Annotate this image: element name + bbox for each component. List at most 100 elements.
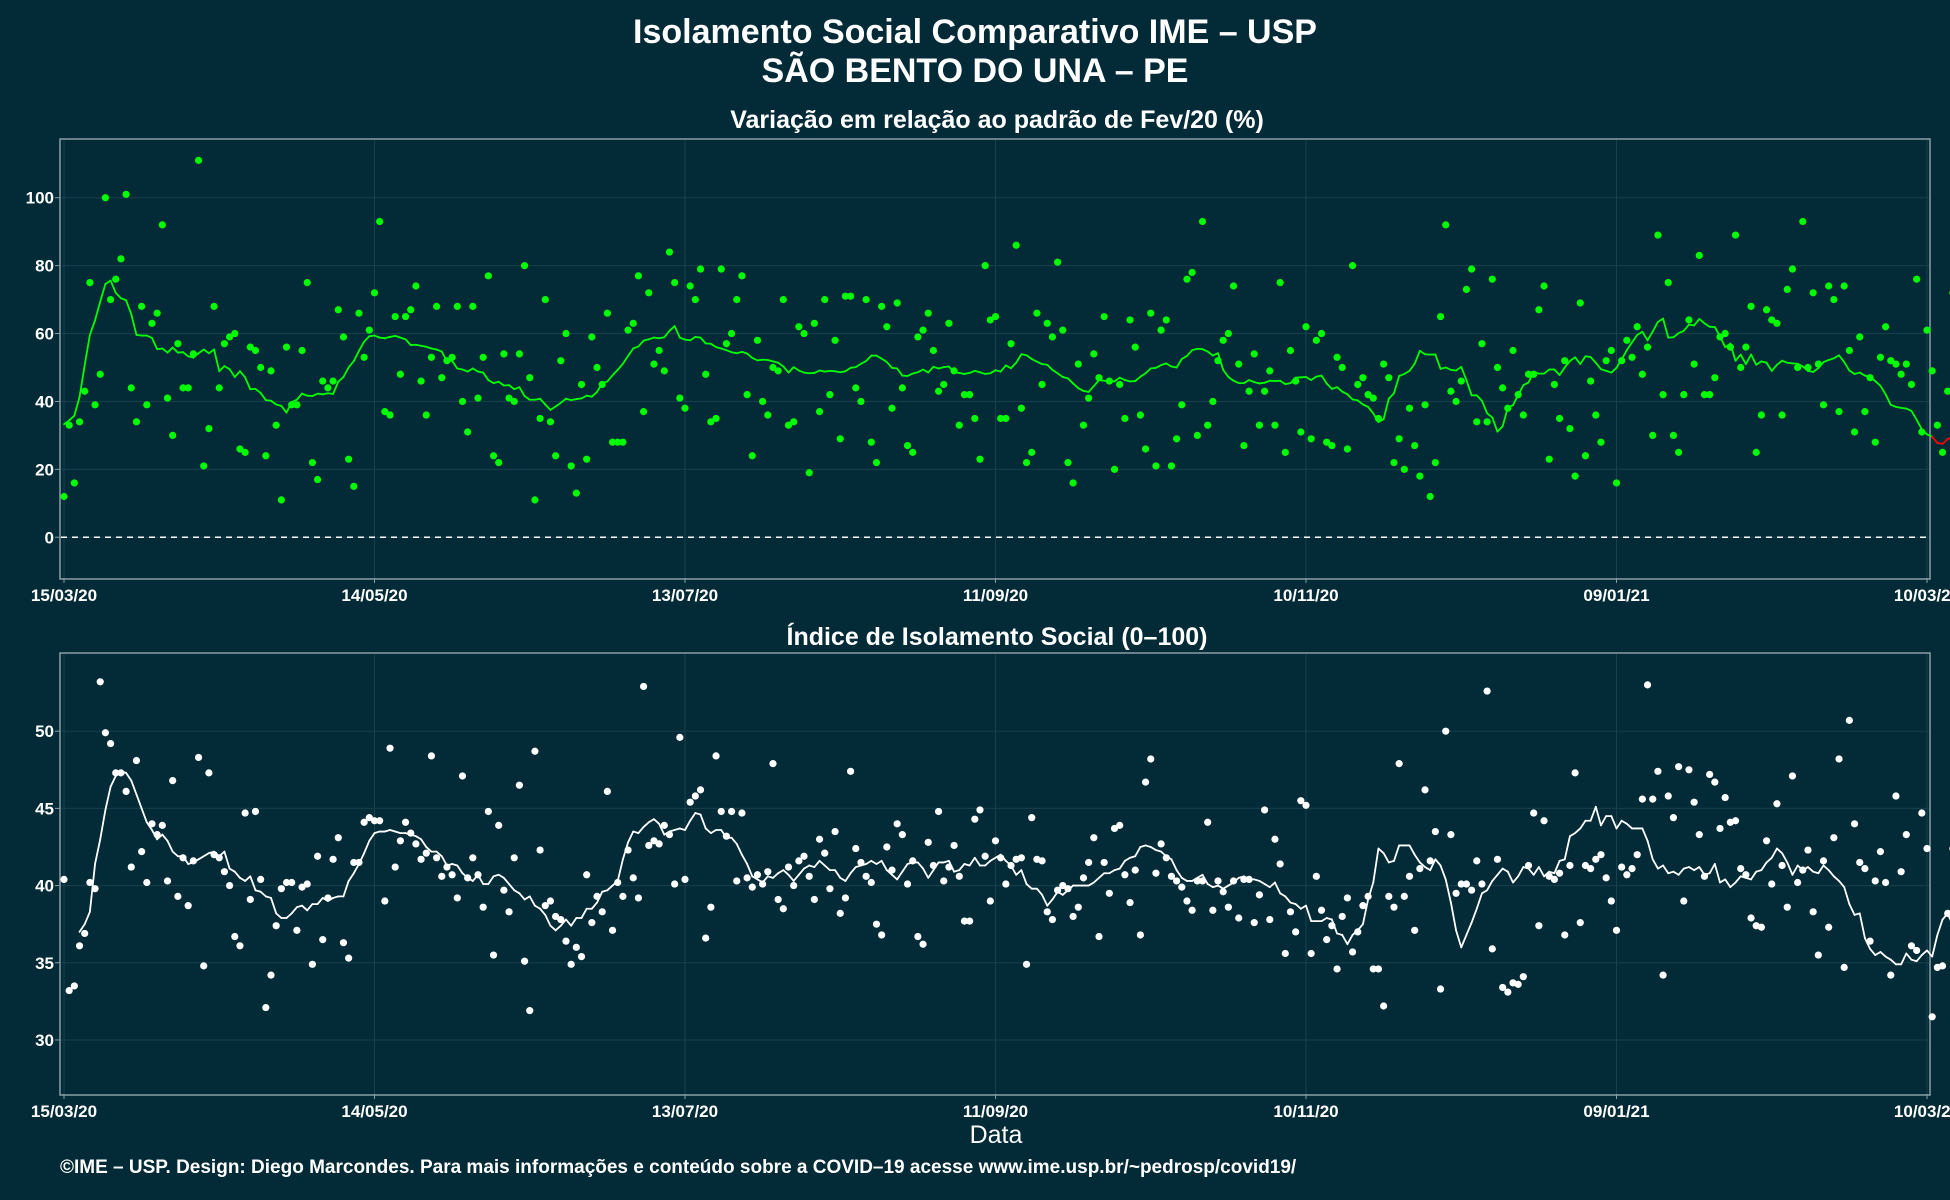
data-point	[288, 401, 296, 409]
data-point	[1354, 380, 1362, 389]
data-point	[200, 462, 208, 470]
data-point	[598, 380, 606, 389]
data-point	[355, 309, 363, 317]
data-point	[1887, 357, 1895, 365]
data-point	[174, 892, 182, 900]
data-point	[1576, 299, 1584, 307]
avg-line-segment	[125, 771, 133, 782]
avg-line-segment	[104, 785, 112, 811]
avg-line-segment	[699, 813, 707, 830]
data-point	[645, 841, 653, 850]
data-point	[883, 323, 891, 331]
avg-line-segment	[1320, 374, 1328, 385]
avg-line-segment	[68, 414, 76, 422]
data-point	[1110, 465, 1119, 473]
avg-line-segment	[777, 361, 785, 368]
avg-line-segment	[1325, 382, 1333, 390]
data-point	[1473, 418, 1481, 426]
data-point	[1897, 868, 1905, 876]
data-point	[1928, 367, 1936, 375]
avg-line-segment	[927, 365, 935, 374]
x-tick-label: 15/03/20	[31, 586, 97, 605]
data-point	[826, 885, 834, 893]
data-point	[1530, 370, 1538, 378]
data-point	[608, 438, 617, 446]
y-tick-label: 20	[35, 460, 54, 479]
data-point	[474, 871, 482, 879]
data-point	[1918, 428, 1926, 436]
data-point	[138, 302, 146, 310]
avg-line-segment	[1708, 863, 1716, 875]
avg-line-segment	[1305, 376, 1313, 381]
data-point	[1680, 391, 1688, 399]
data-point	[422, 411, 430, 419]
data-point	[75, 418, 84, 426]
data-point	[1690, 798, 1698, 806]
data-point	[831, 827, 839, 836]
data-point	[75, 942, 84, 950]
panel-index-x-ticks: 15/03/20 14/05/20 13/07/20 11/09/20 10/11/20…	[31, 1094, 1950, 1121]
avg-line-segment	[1946, 437, 1950, 441]
data-point	[1173, 877, 1181, 885]
avg-line-segment	[880, 357, 888, 363]
data-point	[1752, 448, 1760, 456]
panel-variation: Variação em relação ao padrão de Fev/20 …	[26, 106, 1950, 605]
avg-line-segment	[497, 380, 505, 387]
data-point	[86, 279, 94, 287]
data-point	[1271, 835, 1279, 843]
y-tick-label: 35	[35, 954, 54, 973]
data-point	[1136, 411, 1144, 419]
avg-line-segment	[534, 904, 541, 910]
data-point	[1669, 814, 1678, 822]
avg-line-segment	[678, 336, 686, 341]
data-point	[505, 908, 513, 916]
data-point	[1038, 857, 1046, 865]
data-point	[1209, 906, 1217, 914]
avg-line-segment	[213, 348, 221, 373]
avg-line-segment	[916, 368, 924, 374]
avg-line-segment	[1346, 934, 1354, 946]
avg-line-segment	[1734, 875, 1742, 884]
avg-line-segment	[1589, 805, 1597, 822]
data-point	[1706, 770, 1714, 779]
data-point	[1778, 861, 1786, 870]
avg-line-segment	[518, 386, 526, 397]
data-point	[1618, 357, 1626, 365]
avg-line-segment	[704, 827, 712, 834]
avg-line-segment	[1455, 929, 1463, 949]
data-point	[308, 458, 316, 467]
data-point	[976, 455, 984, 463]
data-point	[1374, 965, 1383, 973]
data-point	[1711, 374, 1719, 382]
data-point	[1183, 897, 1191, 905]
data-point	[376, 217, 384, 226]
data-point	[1110, 824, 1119, 833]
data-point	[329, 855, 337, 863]
avg-line-segment	[1807, 866, 1815, 873]
data-point	[753, 336, 762, 344]
data-point	[914, 932, 922, 941]
data-point	[1255, 891, 1264, 899]
data-point	[1266, 367, 1274, 375]
data-point	[65, 986, 73, 995]
data-point	[70, 479, 78, 487]
data-point	[1292, 377, 1300, 385]
avg-line-segment	[337, 376, 345, 383]
data-point	[262, 452, 270, 460]
avg-line-segment	[1532, 866, 1540, 876]
avg-line-segment	[1284, 895, 1292, 904]
data-point	[381, 897, 389, 905]
data-point	[1473, 857, 1481, 865]
data-point	[1504, 404, 1512, 412]
avg-line-segment	[554, 401, 562, 408]
data-point	[339, 939, 348, 947]
avg-line-segment	[1781, 852, 1789, 864]
data-point	[1317, 329, 1326, 338]
data-point	[1555, 869, 1564, 877]
data-point	[1535, 922, 1543, 930]
avg-line-segment	[363, 839, 371, 855]
avg-line-segment	[508, 883, 516, 892]
data-point	[163, 394, 172, 402]
data-point	[1219, 888, 1227, 896]
avg-line-segment	[1838, 880, 1846, 889]
